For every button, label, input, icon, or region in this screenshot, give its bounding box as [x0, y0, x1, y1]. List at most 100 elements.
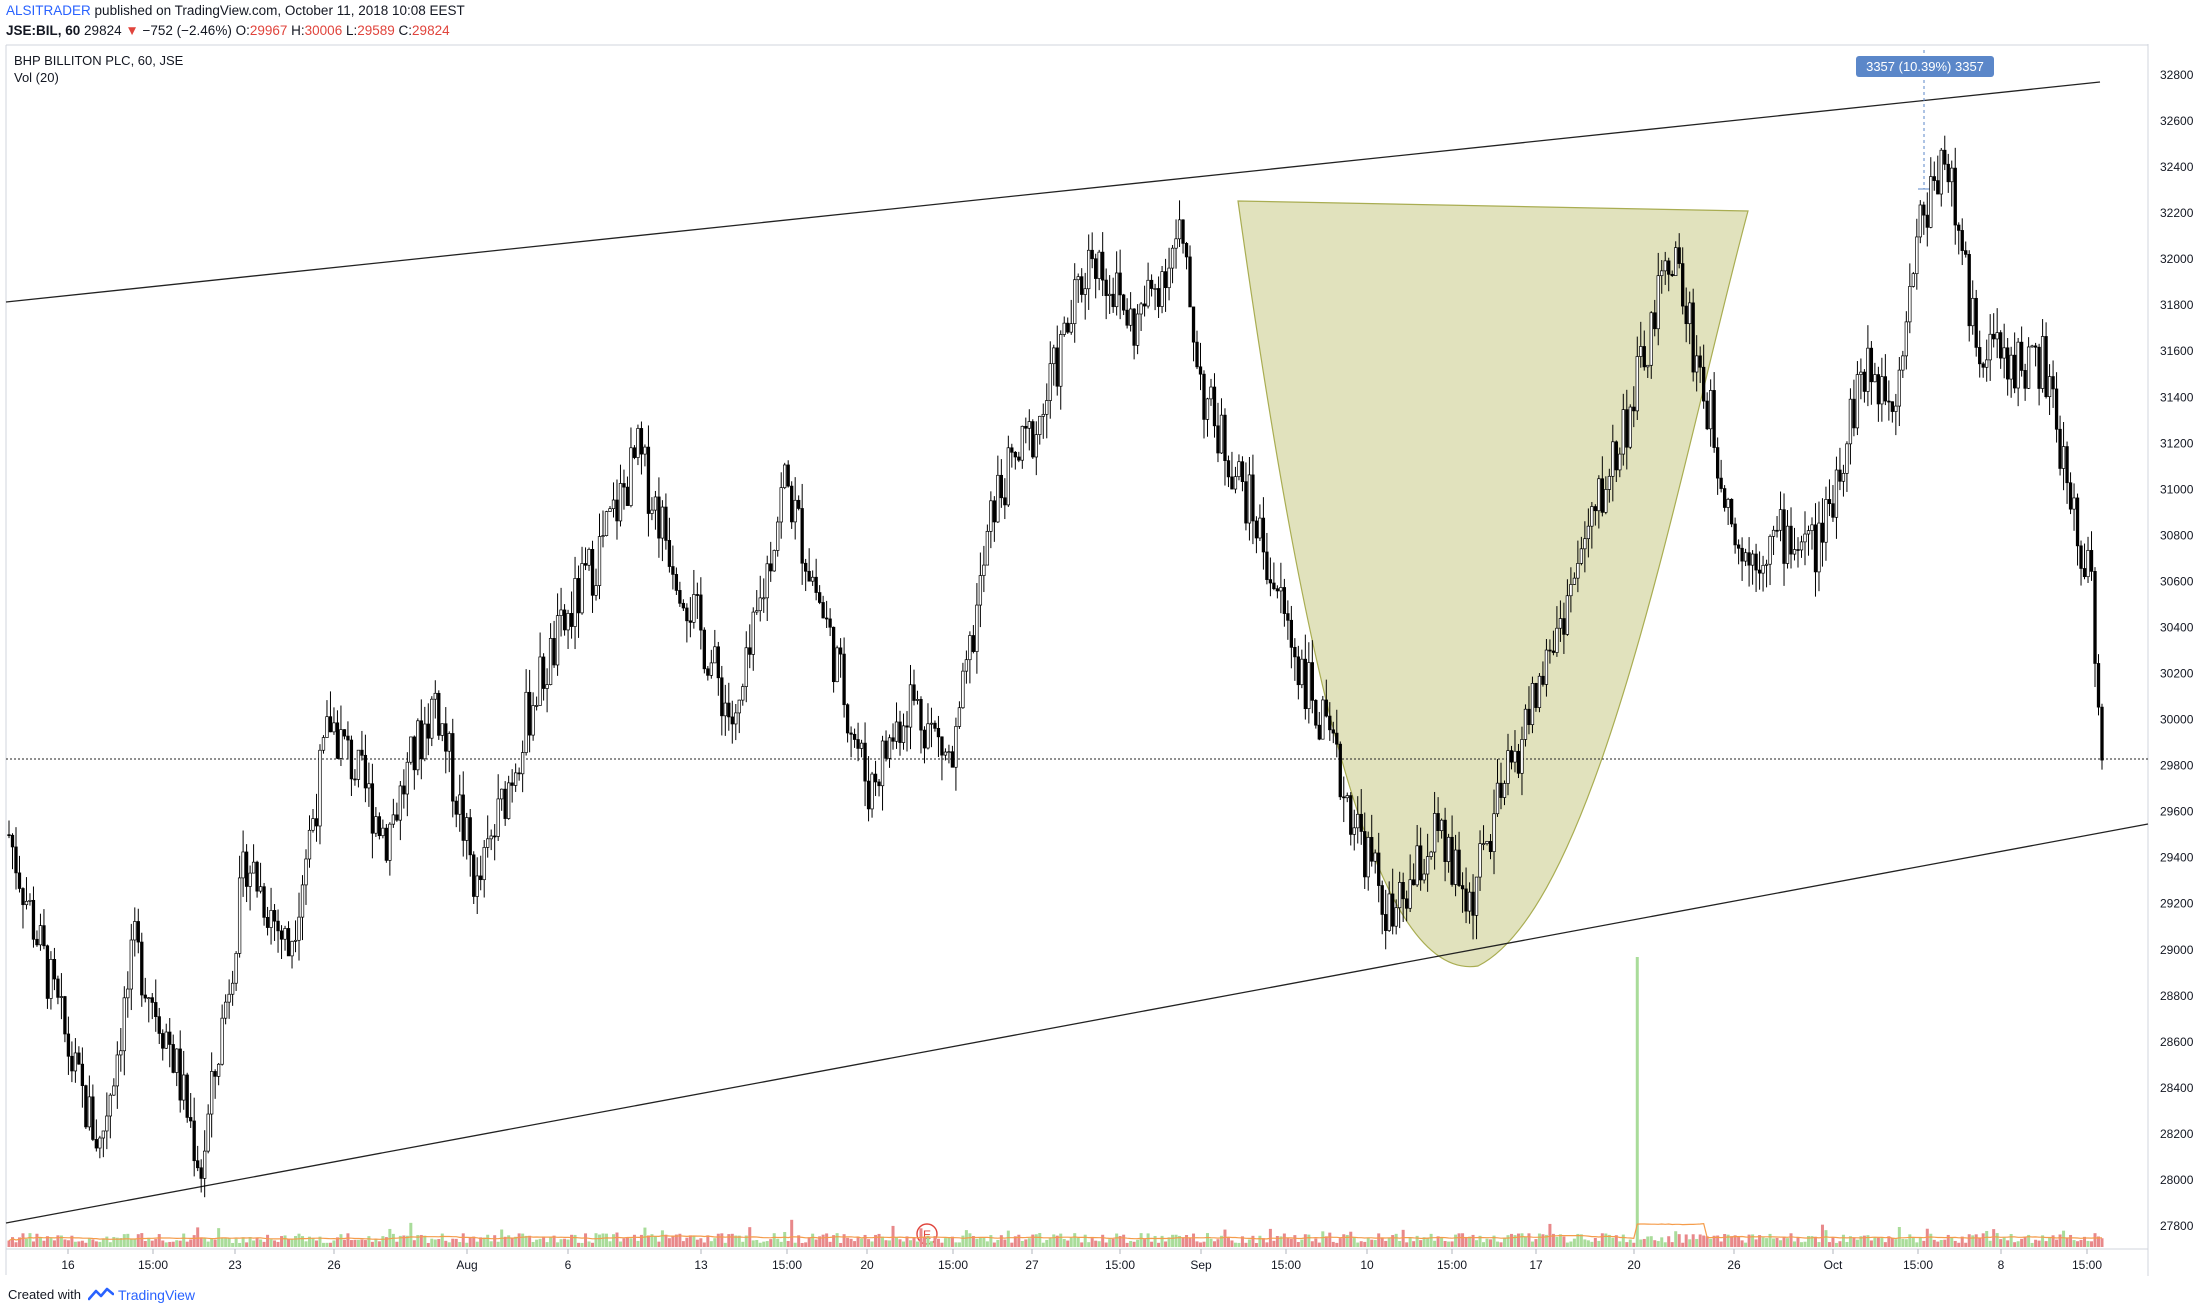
volume-bar: [227, 1238, 231, 1247]
volume-bar: [66, 1240, 70, 1247]
volume-bar: [653, 1236, 657, 1247]
volume-bar: [433, 1239, 437, 1247]
measure-tool-tag[interactable]: [1856, 56, 1994, 77]
volume-bar: [189, 1239, 193, 1247]
candle-body: [377, 816, 382, 837]
candle-body: [80, 1063, 85, 1086]
candle-body: [1177, 219, 1182, 240]
candle-body: [1897, 369, 1901, 407]
volume-bar: [971, 1236, 975, 1247]
candle-body: [688, 620, 693, 623]
candle-body: [744, 647, 748, 687]
volume-bar: [52, 1240, 56, 1247]
volume-bar: [1461, 1233, 1465, 1247]
candle-body: [1013, 451, 1017, 458]
volume-bar: [1436, 1236, 1440, 1247]
candle-body: [412, 736, 416, 771]
tradingview-brand[interactable]: TradingView: [118, 1287, 196, 1303]
volume-bar: [472, 1236, 476, 1247]
cup-pattern-shape[interactable]: [1237, 200, 1749, 968]
candle-body: [1544, 649, 1549, 685]
volume-bar: [1254, 1242, 1258, 1247]
volume-bar: [818, 1236, 822, 1247]
candle-body: [968, 635, 972, 661]
time-axis[interactable]: 16 15:00 23 26 Aug 6 13 15:00 20 15:00 27 15:00 Sep 1…: [61, 1249, 2102, 1272]
price-tick-label: 31600: [2160, 344, 2194, 358]
volume-bar: [1918, 1237, 1922, 1247]
candle-body: [1562, 618, 1566, 635]
candle-body: [234, 953, 238, 984]
volume-bar: [24, 1238, 28, 1247]
volume-bar: [1174, 1234, 1178, 1247]
candle-body: [395, 814, 399, 821]
volume-bar: [273, 1240, 277, 1247]
channel-lower-line[interactable]: [5, 823, 2149, 1224]
time-tick-label: 6: [565, 1258, 572, 1272]
candle-body: [1153, 288, 1157, 290]
volume-bar: [1705, 1236, 1709, 1247]
candle-body: [24, 900, 29, 906]
candle-body: [325, 716, 329, 738]
footer: Created with TradingView: [0, 1276, 2199, 1312]
candle-body: [356, 749, 361, 780]
volume-bar: [2016, 1241, 2020, 1247]
volume-bar: [301, 1236, 305, 1247]
candle-body: [416, 720, 420, 771]
volume-bar: [391, 1233, 395, 1247]
candle-body: [1656, 275, 1660, 330]
candlesticks: [7, 135, 2104, 1198]
candle-body: [692, 594, 696, 623]
volume-bar: [1761, 1237, 1765, 1247]
author-link[interactable]: ALSITRADER: [6, 3, 91, 18]
candle-body: [1069, 323, 1073, 333]
volume-bar: [1279, 1236, 1283, 1247]
candle-body: [1310, 662, 1314, 701]
volume-bar: [349, 1240, 353, 1247]
candle-body: [1338, 743, 1342, 798]
price-tick-label: 29200: [2160, 897, 2194, 911]
volume-bar: [1408, 1237, 1412, 1247]
candle-body: [444, 723, 448, 752]
volume-bar: [1992, 1229, 1996, 1247]
candle-body: [479, 875, 483, 881]
candle-body: [884, 740, 888, 759]
volume-bar: [1300, 1239, 1304, 1247]
candle-body: [1097, 251, 1101, 279]
candle-body: [755, 610, 759, 613]
price-chart[interactable]: 3357 (10.39%) 3357 BHP BILLITON PLC, 60,…: [0, 44, 2199, 1276]
volume-bar: [360, 1239, 364, 1247]
volume-bar: [199, 1237, 203, 1247]
candle-body: [1572, 577, 1577, 585]
volume-bar: [1482, 1242, 1486, 1247]
price-tick-label: 31000: [2160, 482, 2194, 496]
volume-bar: [304, 1241, 308, 1247]
volume-bar: [1226, 1236, 1230, 1247]
volume-bar: [1646, 1236, 1650, 1247]
price-axis[interactable]: 27800 28000 28200 28400 28600 28800 29000 29200…: [2160, 68, 2194, 1233]
candle-body: [2093, 571, 2097, 664]
candle-body: [1960, 230, 1964, 251]
candle-body: [856, 739, 860, 749]
chart-header: ALSITRADER published on TradingView.com,…: [0, 0, 2199, 44]
candle-body: [1862, 371, 1867, 392]
volume-bar: [356, 1239, 360, 1247]
volume-bar: [1635, 957, 1639, 1247]
candle-body: [2065, 446, 2069, 484]
tradingview-logo-icon[interactable]: [88, 1285, 114, 1303]
candle-body: [650, 509, 654, 514]
candle-body: [1894, 405, 1898, 412]
candle-body: [1985, 359, 1989, 368]
change-value: −752 (−2.46%): [142, 23, 232, 38]
candle-body: [653, 496, 658, 511]
volume-bar: [1066, 1240, 1070, 1247]
volume-bar: [1034, 1234, 1038, 1247]
volume-bar: [2076, 1241, 2080, 1247]
channel-upper-line[interactable]: [5, 81, 2101, 303]
volume-bar: [1178, 1235, 1182, 1247]
candle-body: [1118, 272, 1122, 296]
volume-bar: [1387, 1238, 1391, 1247]
volume-bar: [266, 1234, 270, 1247]
volume-bar: [1786, 1238, 1790, 1247]
candle-body: [555, 615, 560, 666]
created-with-label: Created with: [8, 1287, 81, 1302]
